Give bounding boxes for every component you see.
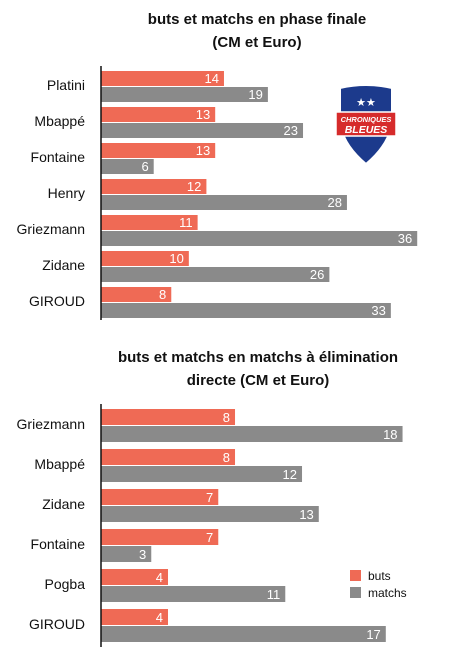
bar-buts (101, 569, 169, 585)
bar-matchs (101, 267, 330, 282)
value-label-matchs: 23 (284, 123, 298, 138)
category-label: Fontaine (31, 149, 86, 165)
value-label-buts: 8 (223, 450, 230, 465)
value-label-matchs: 26 (310, 267, 324, 282)
bar-matchs (101, 231, 418, 246)
bar-matchs (101, 626, 386, 642)
value-label-buts: 13 (196, 143, 210, 158)
legend-swatch-buts (350, 570, 361, 581)
chart-title-line: directe (CM et Euro) (187, 372, 330, 389)
value-label-buts: 12 (187, 179, 201, 194)
value-label-buts: 7 (206, 490, 213, 505)
bar-matchs (101, 87, 268, 102)
chart-title-line: (CM et Euro) (212, 34, 301, 51)
logo-stars: ★★ (356, 96, 376, 109)
value-label-matchs: 3 (139, 547, 146, 562)
value-label-buts: 8 (159, 287, 166, 302)
value-label-matchs: 33 (371, 303, 385, 318)
value-label-matchs: 6 (141, 159, 148, 174)
value-label-buts: 4 (156, 610, 163, 625)
chroniques-bleues-logo: ★★ CHRONIQUES BLEUES (335, 84, 397, 166)
logo-line2: BLEUES (345, 124, 388, 136)
value-label-matchs: 17 (366, 627, 380, 642)
bar-matchs (101, 426, 403, 442)
bar-matchs (101, 159, 154, 174)
bar-buts (101, 107, 216, 122)
chart-title-line: buts et matchs en matchs à élimination (118, 349, 398, 366)
value-label-buts: 11 (179, 215, 193, 230)
bar-buts (101, 215, 198, 230)
logo-line1: CHRONIQUES (341, 115, 392, 124)
value-label-buts: 7 (206, 530, 213, 545)
category-label: Griezmann (17, 221, 85, 237)
category-label: Mbappé (34, 456, 85, 472)
logo-band (335, 111, 397, 137)
category-label: Fontaine (31, 536, 86, 552)
bar-buts (101, 143, 216, 158)
value-label-matchs: 18 (383, 427, 397, 442)
category-label: GIROUD (29, 616, 85, 632)
legend-label-matchs: matchs (368, 586, 407, 600)
value-label-matchs: 11 (267, 587, 281, 602)
bar-buts (101, 287, 172, 302)
value-label-buts: 10 (169, 251, 183, 266)
bar-buts (101, 489, 219, 505)
bar-buts (101, 609, 169, 625)
legend-swatch-matchs (350, 587, 361, 598)
bar-buts (101, 409, 236, 425)
value-label-matchs: 28 (327, 195, 341, 210)
value-label-matchs: 19 (248, 87, 262, 102)
bar-buts (101, 449, 236, 465)
bar-matchs (101, 506, 319, 522)
bar-matchs (101, 123, 304, 138)
value-label-matchs: 12 (283, 467, 297, 482)
value-label-matchs: 36 (398, 231, 412, 246)
value-label-matchs: 13 (299, 507, 313, 522)
category-label: Henry (48, 185, 85, 201)
value-label-buts: 13 (196, 107, 210, 122)
bar-buts (101, 179, 207, 194)
chart-title-line: buts et matchs en phase finale (148, 11, 366, 28)
category-label: Zidane (42, 257, 85, 273)
bar-matchs (101, 466, 303, 482)
bar-buts (101, 529, 219, 545)
category-label: GIROUD (29, 293, 85, 309)
category-label: Mbappé (34, 113, 85, 129)
bar-buts (101, 71, 224, 86)
category-label: Platini (47, 77, 85, 93)
chart-goals-finals: buts et matchs en phase finale (CM et Eur… (17, 11, 418, 320)
value-label-buts: 8 (223, 410, 230, 425)
category-label: Griezmann (17, 416, 85, 432)
bar-matchs (101, 586, 286, 602)
bar-matchs (101, 195, 347, 210)
category-label: Zidane (42, 496, 85, 512)
value-label-buts: 14 (205, 71, 219, 86)
category-label: Pogba (45, 576, 86, 592)
bar-buts (101, 251, 189, 266)
value-label-buts: 4 (156, 570, 163, 585)
bar-matchs (101, 546, 152, 562)
chart-goals-knockout: buts et matchs en matchs à élimination di… (17, 349, 407, 647)
legend-label-buts: buts (368, 569, 391, 583)
bar-matchs (101, 303, 391, 318)
